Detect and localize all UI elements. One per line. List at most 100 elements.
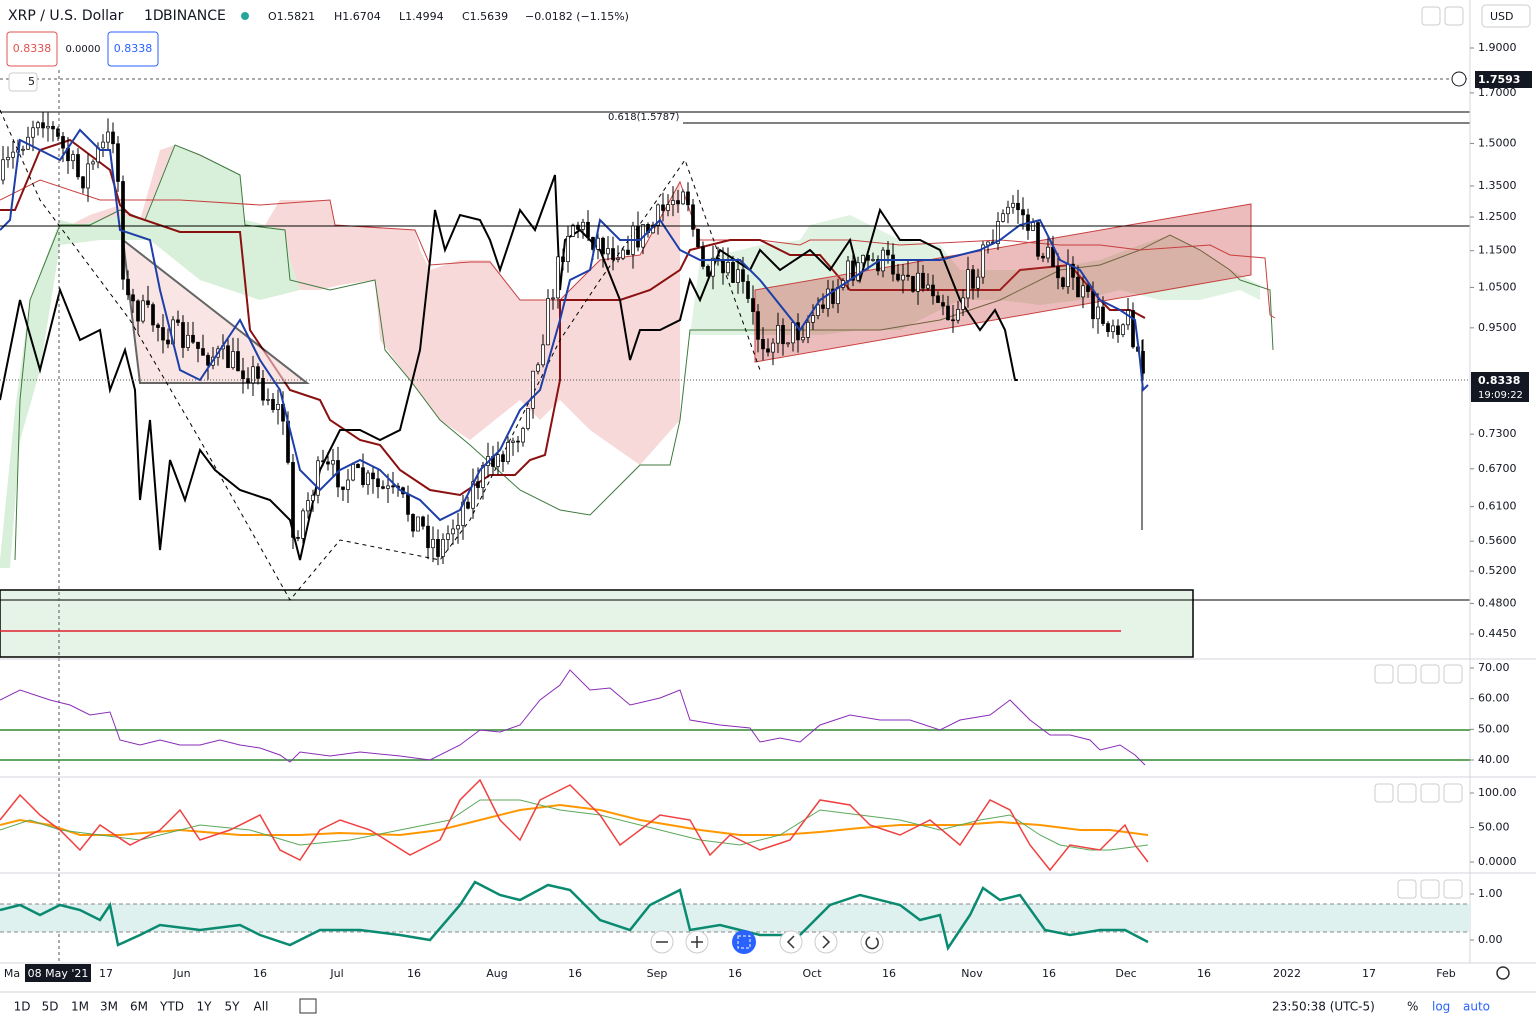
senkou-span-b <box>0 179 1276 319</box>
date-range-button[interactable] <box>299 998 317 1014</box>
candle-body <box>456 525 460 530</box>
candle-body <box>696 228 700 248</box>
status-dot <box>241 12 249 20</box>
candle-body <box>71 154 75 162</box>
candle-body <box>196 341 200 349</box>
currency-button[interactable] <box>1481 4 1531 28</box>
candle-body <box>76 154 80 178</box>
y-tick-label: 40.00 <box>1478 753 1510 766</box>
log-toggle[interactable]: log <box>1432 1000 1450 1014</box>
scroll-left[interactable] <box>779 930 803 954</box>
candle-body <box>851 260 855 281</box>
settings[interactable] <box>1496 966 1510 980</box>
candle-body <box>1121 324 1125 335</box>
candle-body <box>446 533 450 540</box>
percent-toggle[interactable]: % <box>1407 1000 1418 1014</box>
range-button[interactable]: 1Y <box>197 1000 213 1014</box>
maximize-pane[interactable] <box>1444 6 1464 26</box>
maximize-pane[interactable] <box>1443 664 1463 684</box>
move-down[interactable] <box>1397 664 1417 684</box>
candle-body <box>276 404 280 410</box>
move-up[interactable] <box>1397 879 1417 899</box>
reset-chart[interactable] <box>860 930 884 954</box>
reset-scale[interactable] <box>732 930 756 954</box>
close-pane[interactable] <box>1420 879 1440 899</box>
icon <box>786 935 795 949</box>
candle-body <box>471 481 475 509</box>
candle-body <box>741 269 745 282</box>
candle-body <box>431 539 435 549</box>
auto-toggle[interactable]: auto <box>1463 1000 1490 1014</box>
bottom-toolbar <box>0 992 1536 1024</box>
range-button[interactable]: 5Y <box>225 1000 241 1014</box>
candle-body <box>976 276 980 289</box>
candle-body <box>821 304 825 309</box>
candle-body <box>241 370 245 380</box>
move-up[interactable] <box>1374 783 1394 803</box>
legend-count: 5 <box>28 75 35 88</box>
candle-body <box>971 269 975 289</box>
range-button[interactable]: 5D <box>42 1000 59 1014</box>
legend-toggle[interactable] <box>8 72 38 92</box>
add-alert[interactable] <box>1451 71 1467 87</box>
range-button[interactable]: 3M <box>100 1000 118 1014</box>
candle-body <box>801 337 805 341</box>
maximize-pane[interactable] <box>1443 783 1463 803</box>
candle-body <box>586 221 590 238</box>
candle-body <box>1016 202 1020 211</box>
candle-body <box>966 269 970 299</box>
candle-body <box>436 539 440 557</box>
candle-body <box>1031 222 1035 231</box>
candle-body <box>511 440 515 443</box>
move-up[interactable] <box>1374 664 1394 684</box>
buy-button[interactable] <box>107 31 159 67</box>
candle-body <box>421 516 425 527</box>
candle-body <box>901 274 905 281</box>
candle-body <box>156 324 160 328</box>
range-button[interactable]: All <box>254 1000 269 1014</box>
stoch-ma <box>0 803 1149 837</box>
stoch-k <box>0 778 1149 872</box>
candle-body <box>181 322 185 348</box>
range-button[interactable]: 6M <box>130 1000 148 1014</box>
candle-body <box>911 276 915 292</box>
candle-body <box>186 334 190 348</box>
candle-body <box>161 327 165 341</box>
range-button[interactable]: 1D <box>14 1000 31 1014</box>
candle-body <box>201 348 205 356</box>
range-button[interactable]: YTD <box>159 1000 184 1014</box>
close-pane[interactable] <box>1420 783 1440 803</box>
move-down[interactable] <box>1397 783 1417 803</box>
maximize-pane[interactable] <box>1443 879 1463 899</box>
candle-body <box>176 319 180 323</box>
range-button[interactable]: 1M <box>71 1000 89 1014</box>
sell-button[interactable] <box>6 31 58 67</box>
candle-body <box>1131 310 1135 348</box>
buy-price: 0.8338 <box>114 42 153 55</box>
candle-body <box>146 300 150 305</box>
candle-body <box>1076 276 1080 298</box>
x-tick-label: 16 <box>1042 967 1056 980</box>
candle-body <box>1086 285 1090 292</box>
candle-body <box>166 339 170 345</box>
icon <box>737 935 751 949</box>
scroll-down[interactable] <box>1421 6 1441 26</box>
y-tick-label: 1.5000 <box>1478 136 1517 149</box>
x-tick-label: Ma <box>4 967 20 980</box>
close-pane[interactable] <box>1420 664 1440 684</box>
clock: 23:50:38 (UTC-5) <box>1272 1000 1375 1014</box>
nav-controls <box>650 930 884 954</box>
candle-body <box>1006 206 1010 215</box>
x-tick-label: Oct <box>802 967 822 980</box>
candle-body <box>626 249 630 255</box>
candle-body <box>781 325 785 345</box>
candle-body <box>926 284 930 289</box>
ohlc-low: L1.4994 <box>399 10 444 23</box>
scroll-right[interactable] <box>814 930 838 954</box>
candle-body <box>771 342 775 353</box>
candle-body <box>476 481 480 488</box>
candle-body <box>896 273 900 281</box>
y-tick-label: 1.9000 <box>1478 41 1517 54</box>
candle-body <box>861 254 865 264</box>
